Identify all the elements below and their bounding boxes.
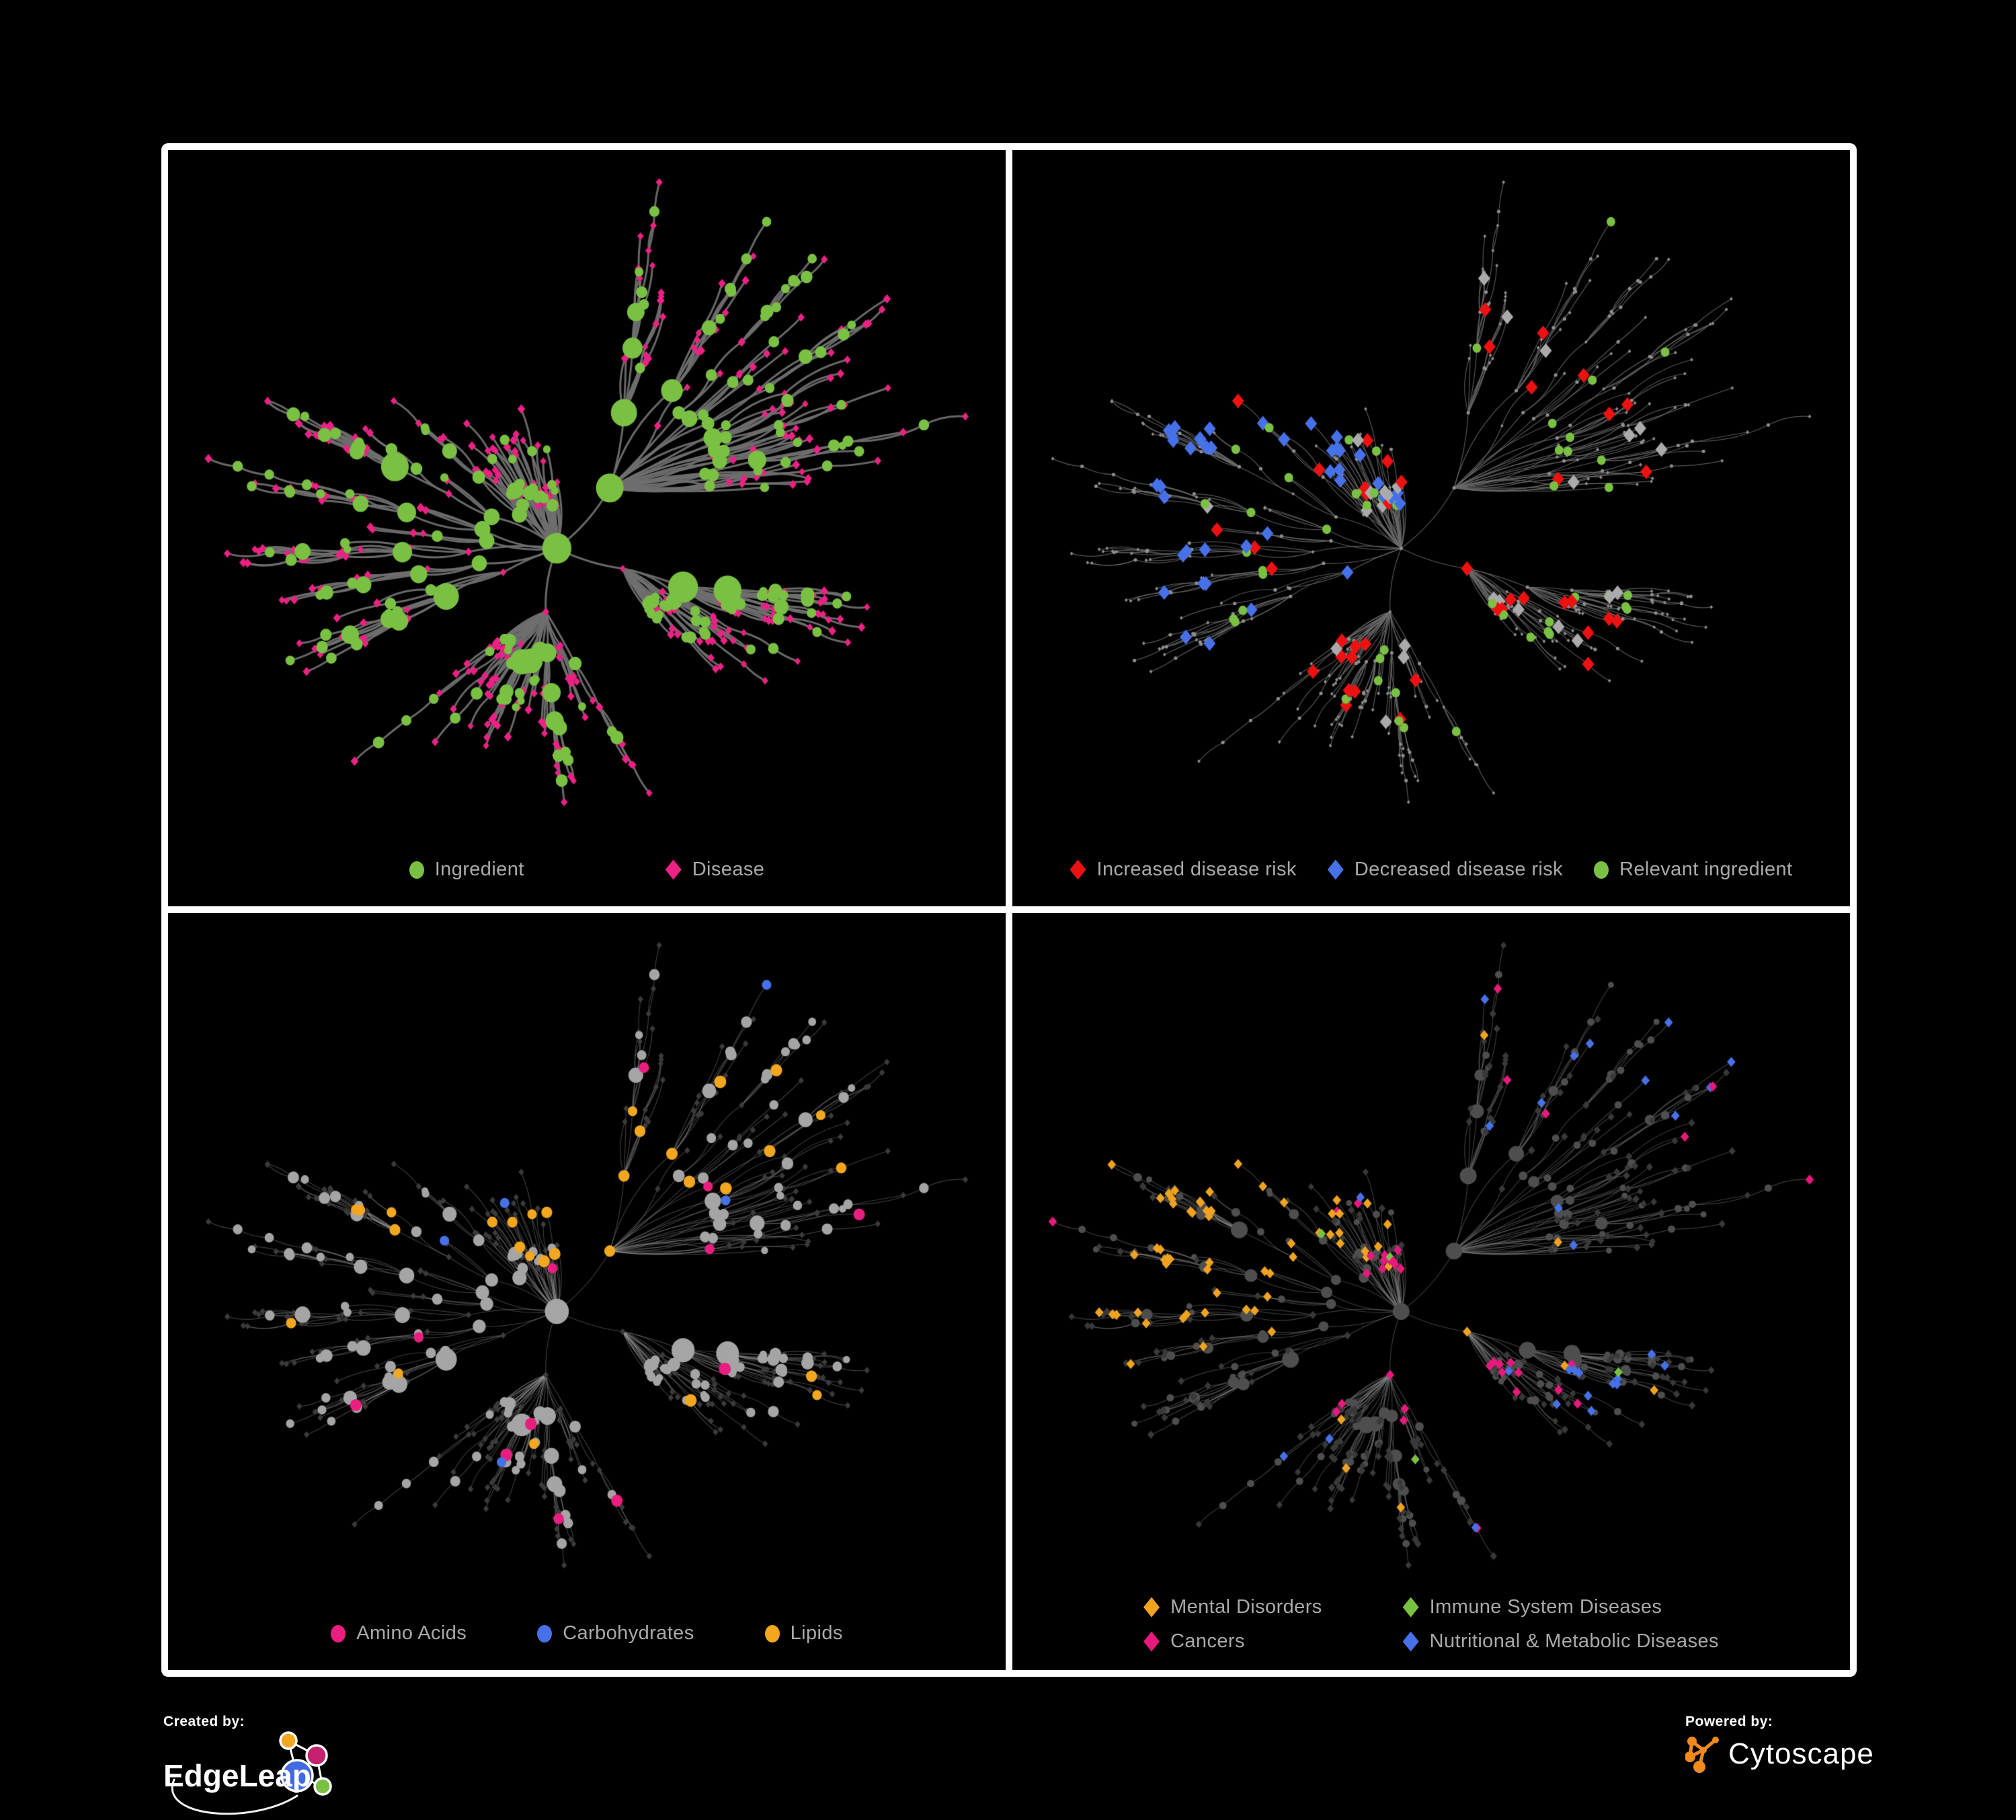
figure-frame: Ingredient Disease Increased disease risk… (161, 143, 1857, 1677)
legend-item-increased-disease-risk: Increased disease risk (1070, 859, 1296, 881)
edgeleap-wordmark: EdgeLeap (163, 1758, 311, 1793)
legend-item-disease: Disease (665, 859, 765, 881)
legend-item-carbohydrates: Carbohydrates (537, 1622, 694, 1645)
panel-ingredient-disease: Ingredient Disease (168, 150, 1006, 906)
edgeleap-branding: Created by: EdgeLeap (163, 1714, 446, 1815)
legend-item-amino-acids: Amino Acids (331, 1622, 467, 1645)
legend-label: Amino Acids (356, 1622, 467, 1644)
legend-item-mental-disorders: Mental Disorders (1143, 1596, 1322, 1618)
legend-item-decreased-disease-risk: Decreased disease risk (1327, 859, 1564, 881)
disease-diamond-icon (665, 859, 682, 880)
cytoscape-wordmark: Cytoscape (1728, 1737, 1874, 1770)
panel-disease-classes: Mental Disorders Immune System Diseases Ca… (1012, 913, 1850, 1670)
cancers-diamond-icon (1143, 1631, 1160, 1652)
edgeleap-swoosh (171, 1778, 298, 1815)
increased-disease-risk-diamond-icon (1070, 859, 1086, 880)
legend-item-immune-system-diseases: Immune System Diseases (1402, 1596, 1719, 1618)
compound-classes-network-canvas (168, 913, 1006, 1669)
legend-label: Ingredient (434, 859, 524, 880)
immune-system-diseases-diamond-icon (1402, 1597, 1419, 1618)
legend-label: Increased disease risk (1096, 859, 1297, 880)
edgeleap-node-green (313, 1777, 332, 1796)
legend-item-cancers: Cancers (1143, 1630, 1322, 1653)
lipids-circle-icon (764, 1624, 780, 1643)
edgeleap-network-nodes (279, 1731, 332, 1796)
nutritional-metabolic-diseases-diamond-icon (1402, 1631, 1419, 1652)
cytoscape-logo-icon (1685, 1737, 1719, 1773)
edgeleap-node-blue (280, 1759, 314, 1792)
legend-label: Disease (692, 859, 765, 880)
legend-item-lipids: Lipids (764, 1622, 843, 1645)
compound-classes-legend: Amino Acids Carbohydrates Lipids (168, 1622, 1006, 1645)
mental-disorders-diamond-icon (1143, 1597, 1160, 1618)
decreased-disease-risk-diamond-icon (1327, 859, 1344, 880)
panel-compound-classes: Amino Acids Carbohydrates Lipids (168, 913, 1006, 1670)
legend-label: Immune System Diseases (1429, 1596, 1662, 1618)
created-by-label: Created by: (163, 1714, 245, 1729)
edgeleap-node-orange (279, 1731, 298, 1750)
ingredient-circle-icon (409, 861, 424, 879)
disease-risk-network-canvas (1012, 150, 1850, 906)
carbohydrates-circle-icon (537, 1624, 553, 1643)
legend-label: Cancers (1170, 1630, 1245, 1652)
edgeleap-node-magenta (305, 1744, 328, 1767)
disease-risk-legend: Increased disease risk Decreased disease … (1012, 859, 1850, 881)
ingredient-disease-legend: Ingredient Disease (168, 859, 1006, 881)
legend-label: Lipids (790, 1622, 843, 1644)
legend-item-relevant-ingredient: Relevant ingredient (1594, 859, 1792, 881)
panel-disease-risk: Increased disease risk Decreased disease … (1012, 150, 1850, 906)
legend-item-nutritional-metabolic-diseases: Nutritional & Metabolic Diseases (1402, 1630, 1719, 1653)
legend-label: Nutritional & Metabolic Diseases (1429, 1630, 1719, 1652)
legend-label: Mental Disorders (1170, 1596, 1322, 1618)
relevant-ingredient-circle-icon (1594, 861, 1609, 879)
powered-by-label: Powered by: (1685, 1714, 1773, 1729)
legend-label: Decreased disease risk (1354, 859, 1564, 880)
legend-label: Relevant ingredient (1619, 859, 1793, 880)
cytoscape-branding: Powered by: Cytoscape (1685, 1714, 1914, 1801)
ingredient-disease-network-canvas (168, 150, 1006, 906)
disease-classes-legend: Mental Disorders Immune System Diseases Ca… (1012, 1596, 1850, 1653)
disease-classes-network-canvas (1012, 913, 1850, 1669)
amino-acids-circle-icon (331, 1624, 346, 1643)
legend-label: Carbohydrates (563, 1622, 694, 1644)
cytoscape-icon-nodes (1685, 1737, 1719, 1773)
legend-item-ingredient: Ingredient (409, 859, 524, 881)
edgeleap-logo: EdgeLeap (163, 1731, 332, 1815)
